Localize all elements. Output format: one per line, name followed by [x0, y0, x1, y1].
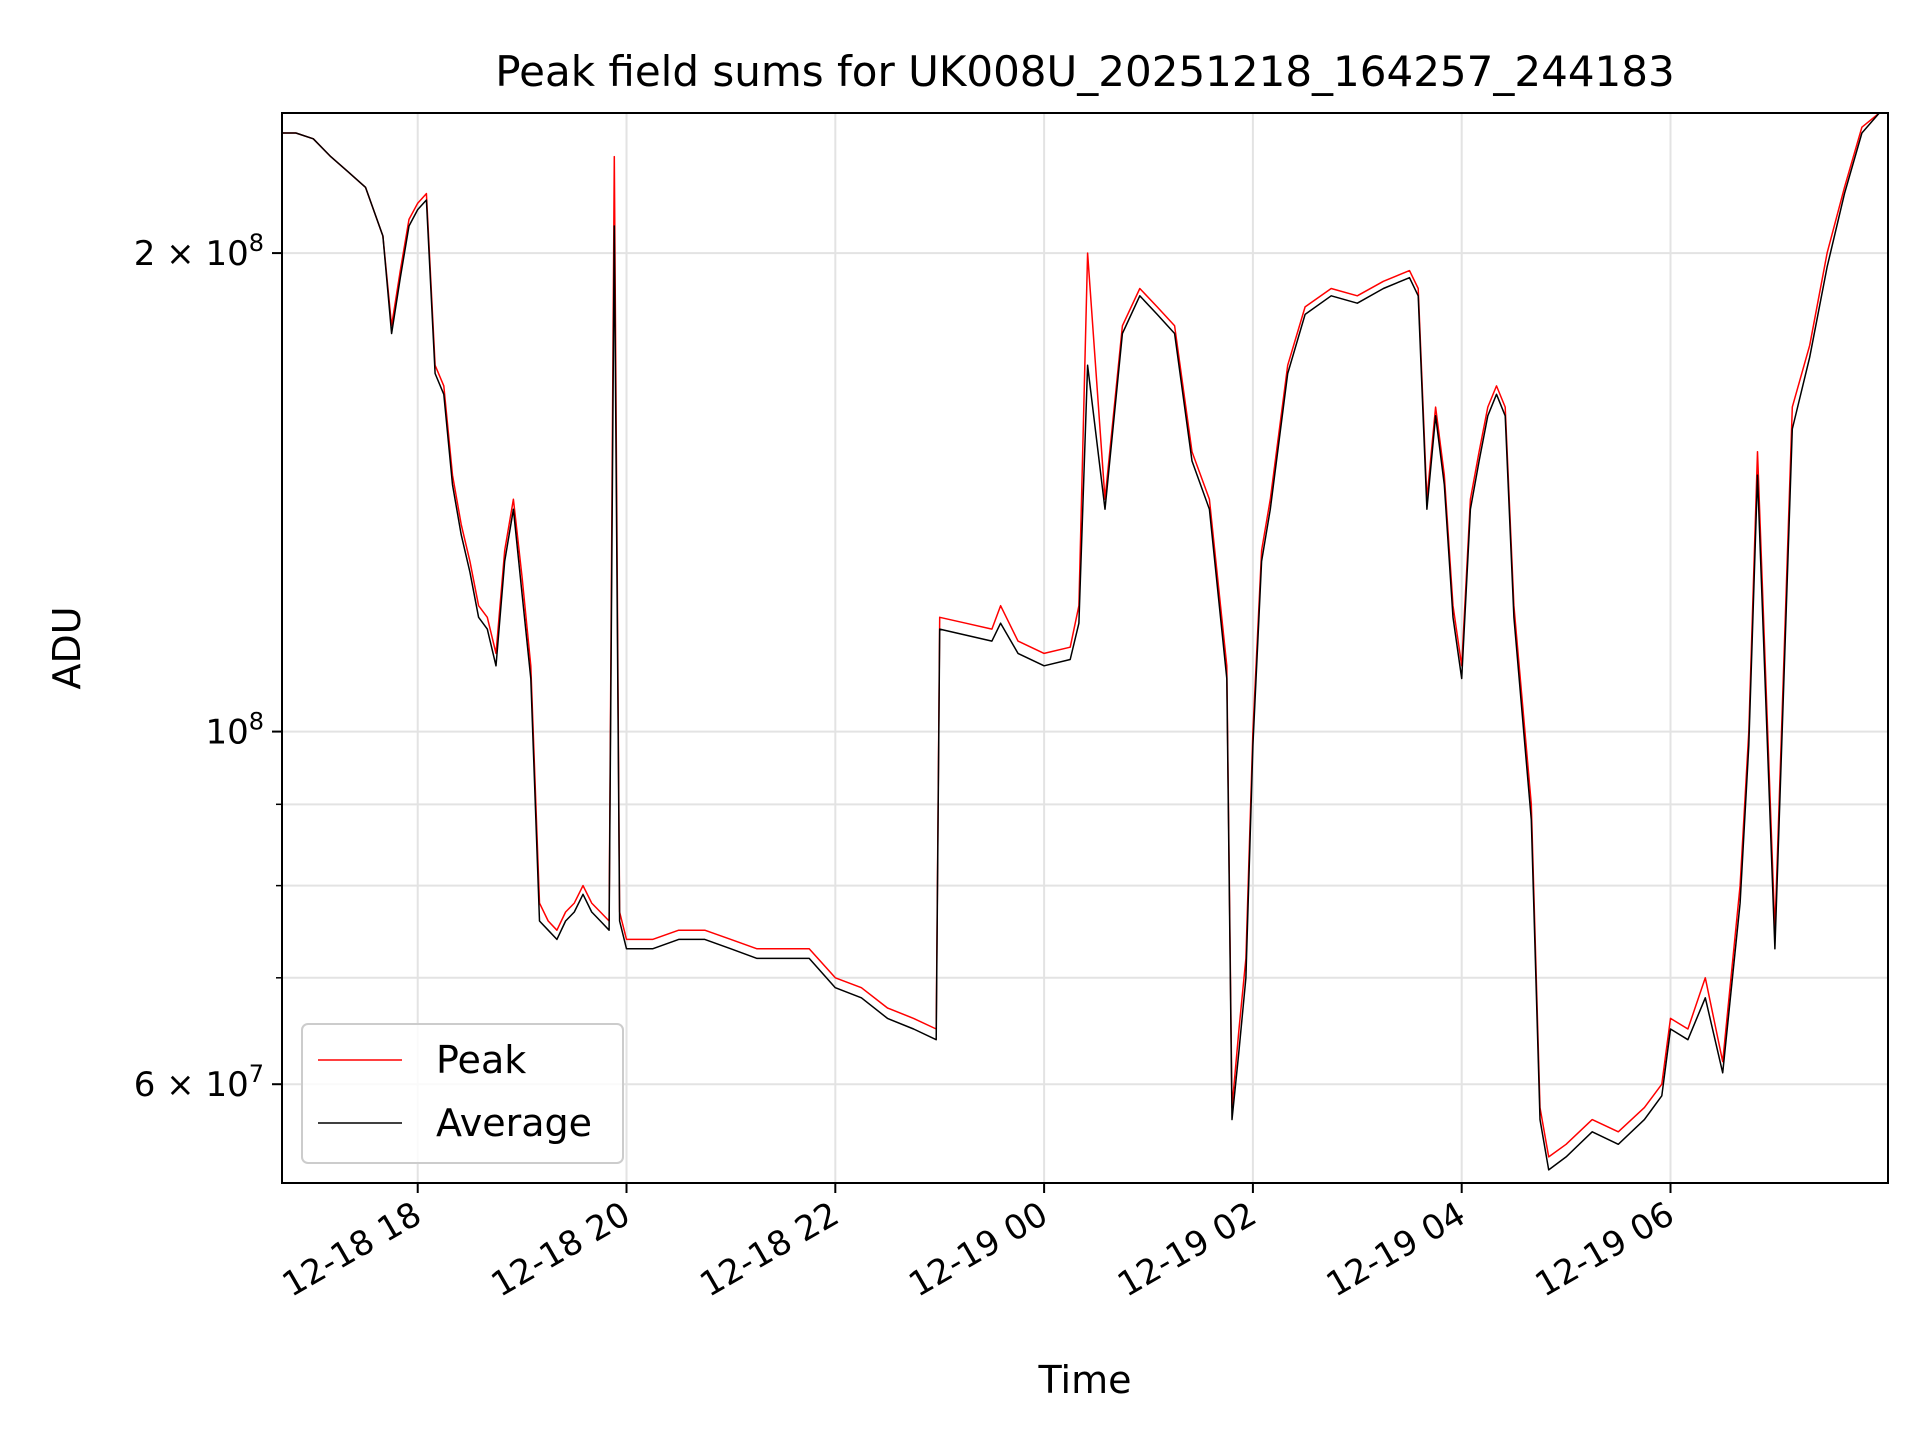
- legend-label-average: Average: [436, 1101, 592, 1145]
- y-axis-label: ADU: [45, 606, 89, 689]
- plot-frame: [281, 112, 1889, 1184]
- series-line-average: [282, 113, 1880, 1171]
- legend: Peak Average: [301, 1023, 624, 1164]
- chart-title: Peak field sums for UK008U_20251218_1642…: [495, 47, 1674, 96]
- x-axis-label: Time: [1038, 1358, 1132, 1402]
- y-tick-label: 108: [205, 708, 264, 753]
- legend-label-peak: Peak: [436, 1038, 526, 1082]
- legend-box: [301, 1023, 624, 1164]
- y-axis-ticks: 6 × 107 108 2 × 108: [134, 229, 282, 1105]
- y-tick-label: 6 × 107: [134, 1060, 264, 1105]
- plot-series: [282, 113, 1880, 1171]
- y-tick-label: 2 × 108: [134, 229, 264, 274]
